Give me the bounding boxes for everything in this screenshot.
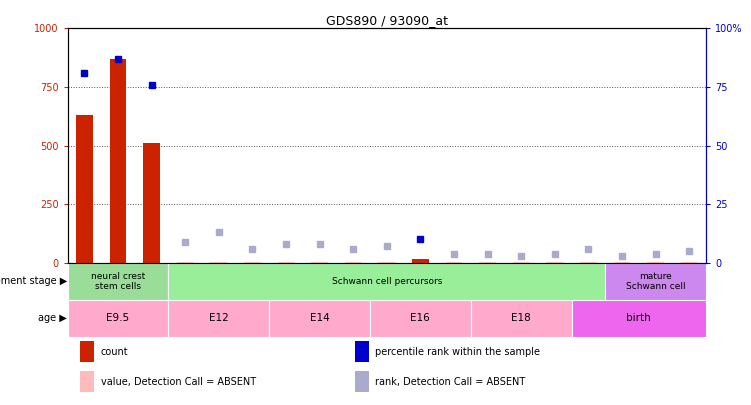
Bar — [68, 263, 168, 300]
Bar — [354, 371, 369, 392]
Bar — [345, 262, 361, 263]
Bar — [168, 263, 605, 300]
Text: E14: E14 — [309, 313, 330, 323]
Bar — [605, 263, 706, 300]
Title: GDS890 / 93090_at: GDS890 / 93090_at — [326, 14, 448, 27]
Text: percentile rank within the sample: percentile rank within the sample — [376, 347, 540, 357]
Text: E16: E16 — [411, 313, 430, 323]
Bar — [244, 262, 261, 263]
Bar — [572, 300, 706, 337]
Bar — [269, 300, 370, 337]
Bar — [76, 115, 93, 263]
Bar — [647, 262, 664, 263]
Bar — [379, 262, 395, 263]
Bar — [546, 262, 563, 263]
Bar — [168, 300, 269, 337]
Text: mature
Schwann cell: mature Schwann cell — [626, 272, 686, 291]
Bar — [680, 262, 698, 263]
Bar — [580, 262, 597, 263]
Bar — [513, 262, 529, 263]
Bar — [278, 262, 294, 263]
Text: neural crest
stem cells: neural crest stem cells — [91, 272, 145, 291]
Text: age ▶: age ▶ — [38, 313, 67, 323]
Bar — [80, 341, 95, 362]
Text: count: count — [101, 347, 128, 357]
Text: E18: E18 — [511, 313, 531, 323]
Bar — [80, 371, 95, 392]
Text: E12: E12 — [209, 313, 228, 323]
Bar — [176, 262, 194, 263]
Text: development stage ▶: development stage ▶ — [0, 276, 67, 286]
Text: Schwann cell percursors: Schwann cell percursors — [332, 277, 442, 286]
Bar — [412, 259, 429, 263]
Bar — [110, 59, 126, 263]
Bar — [354, 341, 369, 362]
Bar — [143, 143, 160, 263]
Bar — [311, 262, 328, 263]
Bar — [471, 300, 572, 337]
Bar — [210, 262, 227, 263]
Bar — [370, 300, 471, 337]
Text: rank, Detection Call = ABSENT: rank, Detection Call = ABSENT — [376, 377, 526, 387]
Bar — [68, 300, 168, 337]
Bar — [614, 262, 630, 263]
Text: E9.5: E9.5 — [107, 313, 130, 323]
Bar — [445, 262, 463, 263]
Text: birth: birth — [626, 313, 651, 323]
Bar — [479, 262, 496, 263]
Text: value, Detection Call = ABSENT: value, Detection Call = ABSENT — [101, 377, 256, 387]
